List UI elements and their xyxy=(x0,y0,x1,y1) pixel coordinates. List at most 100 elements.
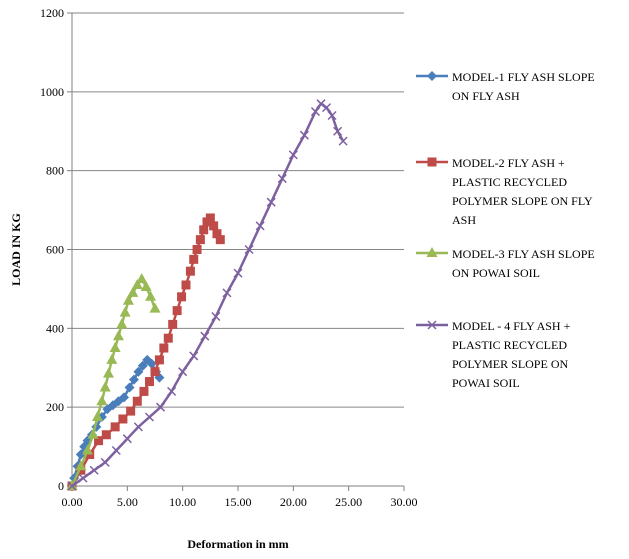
y-tick-label: 600 xyxy=(46,243,64,257)
y-tick-label: 400 xyxy=(46,321,64,335)
series-3-point xyxy=(81,444,93,455)
series-4-point xyxy=(233,268,243,278)
series-4-point xyxy=(255,221,265,231)
y-tick-label: 200 xyxy=(46,400,64,414)
series-1-point xyxy=(124,382,135,393)
series-3-point xyxy=(103,367,115,378)
legend-label-line: MODEL-1 FLY ASH SLOPE xyxy=(452,70,595,84)
legend-label-line: PLASTIC RECYCLED xyxy=(452,175,567,189)
legend-label-line: MODEL-3 FLY ASH SLOPE xyxy=(452,247,595,261)
series-2-point xyxy=(177,292,187,302)
legend-label-line: POLYMER SLOPE ON FLY xyxy=(452,194,593,208)
series-2-point xyxy=(126,406,136,416)
series-2-point xyxy=(205,213,215,223)
series-4-point xyxy=(222,288,232,298)
series-1-point xyxy=(146,358,157,369)
series-3-point xyxy=(87,428,99,439)
series-2-point xyxy=(209,221,219,231)
series-3-point xyxy=(122,294,134,305)
series-4-point xyxy=(333,126,343,136)
series-4-point xyxy=(322,103,332,113)
legend-swatch-marker xyxy=(427,320,437,330)
series-2-point xyxy=(110,422,120,432)
series-1-point xyxy=(137,360,148,371)
series-4-point xyxy=(277,174,287,184)
series-3-point xyxy=(96,395,108,406)
series-3-point xyxy=(145,290,157,301)
series-4-point xyxy=(178,367,188,377)
series-2-point xyxy=(139,386,149,396)
series-2-point xyxy=(94,436,104,446)
series-4-point xyxy=(111,445,121,456)
series-2-point xyxy=(168,319,178,329)
series-2-point xyxy=(154,355,164,365)
series-2-point xyxy=(199,225,209,235)
series-3-point xyxy=(131,278,143,289)
series-4-point xyxy=(144,412,154,422)
legend-label-line: ON FLY ASH xyxy=(452,89,520,103)
series-2-point xyxy=(163,333,173,343)
series-4-point xyxy=(133,422,143,432)
series-3-point xyxy=(140,280,152,291)
legend-item-4: MODEL - 4 FLY ASH + PLASTIC RECYCLED POLYM… xyxy=(416,319,571,390)
series-1-point xyxy=(128,374,139,385)
series-4-point xyxy=(89,465,99,475)
x-tick-label: 0.00 xyxy=(62,495,83,509)
series-2-point xyxy=(150,367,160,377)
series-4-point xyxy=(67,481,77,491)
legend: MODEL-1 FLY ASH SLOPE ON FLY ASH MODEL-2 F… xyxy=(416,70,595,390)
series-4-point xyxy=(310,107,320,117)
series-2-point xyxy=(159,343,169,353)
series-2-point xyxy=(189,254,199,264)
legend-swatch-marker xyxy=(427,71,437,81)
x-axis-title: Deformation in mm xyxy=(187,537,288,551)
series-1-point xyxy=(75,449,86,460)
series-1-point xyxy=(119,392,130,403)
x-tick-label: 15.00 xyxy=(225,495,252,509)
series-3-point xyxy=(116,318,128,329)
series-3-point xyxy=(136,273,148,284)
series-4-point xyxy=(200,331,210,341)
series-3-point xyxy=(149,302,161,313)
series-1-point xyxy=(133,366,144,377)
series-3-point xyxy=(112,330,124,341)
series-2-point xyxy=(181,280,191,290)
y-tick-label: 1000 xyxy=(40,85,64,99)
series-4-point xyxy=(288,150,298,160)
x-tick-label: 25.00 xyxy=(335,495,362,509)
legend-label-line: MODEL-2 FLY ASH + xyxy=(452,156,565,170)
series-4-point xyxy=(211,311,221,322)
x-tick-label: 10.00 xyxy=(169,495,196,509)
legend-label-line: PLASTIC RECYCLED xyxy=(452,338,567,352)
series-2-point xyxy=(212,229,222,239)
x-tick-label: 5.00 xyxy=(117,495,138,509)
legend-label-line: ON POWAI SOIL xyxy=(452,266,540,280)
series-4-point xyxy=(122,434,132,444)
series-4 xyxy=(67,99,348,491)
y-axis-title: LOAD IN KG xyxy=(9,213,23,286)
series-4-point xyxy=(167,386,177,396)
series-4-point xyxy=(189,351,199,361)
series-2-point xyxy=(144,377,154,387)
series-3-point xyxy=(106,353,118,364)
series-group xyxy=(66,99,348,491)
series-2-point xyxy=(215,235,225,245)
legend-label-line: POLYMER SLOPE ON xyxy=(452,357,568,371)
y-tick-label: 1200 xyxy=(40,6,64,20)
series-2-point xyxy=(132,396,142,406)
series-4-line xyxy=(71,102,345,488)
series-3-point xyxy=(119,306,131,317)
series-4-point xyxy=(299,130,309,140)
series-2-point xyxy=(101,430,111,440)
series-4-point xyxy=(327,110,337,121)
series-4-point xyxy=(244,244,254,255)
series-4-point xyxy=(338,136,348,146)
tick-labels: 0 200 400 600 800 1000 1200 0.00 5.00 10.00 15.00 2… xyxy=(40,6,418,509)
series-3-point xyxy=(91,411,103,422)
series-4-point xyxy=(316,99,326,109)
x-tick-label: 30.00 xyxy=(391,495,418,509)
x-tick-label: 20.00 xyxy=(280,495,307,509)
series-4-point xyxy=(156,402,166,412)
series-3-point xyxy=(75,460,87,471)
legend-item-2: MODEL-2 FLY ASH + PLASTIC RECYCLED POLYMER… xyxy=(416,156,593,227)
